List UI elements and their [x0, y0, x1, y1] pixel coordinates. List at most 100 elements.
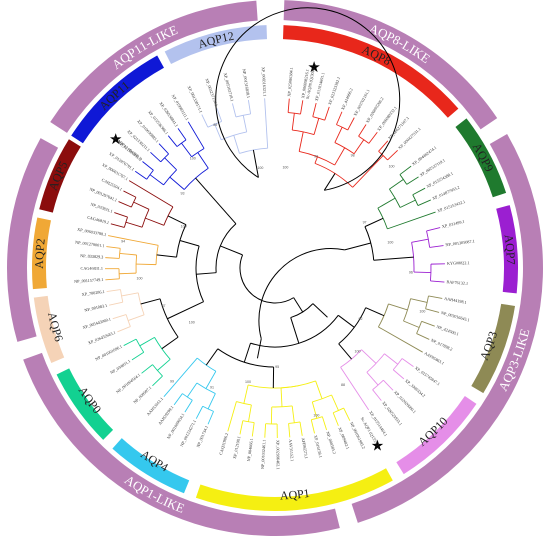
leaf-label: NP_001157749.1: [74, 277, 104, 284]
leaf-label: XP_015745847.1: [414, 365, 441, 386]
branch-aqp0: [152, 375, 163, 387]
branch-aqp3: [428, 295, 443, 299]
star-marker-icon: ★: [371, 437, 384, 455]
group-label-aqp7: AQP7: [502, 233, 518, 264]
branch-arc-aqp1: [242, 420, 255, 424]
branch-aqp12: [201, 114, 209, 128]
tree-branches: [104, 7, 445, 438]
leaf-label: NP_001234271.1: [179, 419, 197, 447]
branch-aqp5: [123, 190, 137, 198]
branch-arc-aqp4: [196, 382, 216, 394]
leaf-label: AFF86573.1: [301, 437, 309, 459]
branch-arc-aqp10: [392, 358, 403, 371]
bootstrap-value: 91: [210, 386, 214, 390]
backbone-branch: [140, 298, 161, 305]
branch-aqp8: [300, 100, 304, 115]
leaf-label: AAH53161.1: [145, 396, 164, 416]
branch-aqp5: [114, 212, 128, 218]
branch-aqp5: [118, 201, 132, 208]
group-label-aqp12: AQP12: [196, 29, 235, 52]
backbone-branch: [312, 303, 328, 318]
branch-aqp8: [358, 124, 367, 137]
group-arc-aqp9: [455, 118, 507, 198]
bootstrap-value: 100: [189, 320, 195, 324]
branch-aqp11: [142, 161, 154, 171]
leaf-label: XP_006033788.1: [77, 227, 107, 238]
leaf-label: NP_001305087.1: [445, 238, 475, 247]
bootstrap-value: 99: [170, 379, 174, 383]
bootstrap-value: 88: [341, 383, 345, 387]
branch-aqp4: [205, 371, 217, 389]
group-arc-aqp4: [112, 438, 190, 494]
leaf-label: NP_424500.1: [436, 324, 459, 337]
backbone-branch: [161, 336, 179, 350]
leaf-label: NP_001316838.1: [242, 69, 252, 99]
branch-aqp8: [287, 98, 290, 113]
outer-ring-section-aqp11-like: [50, 0, 258, 133]
backbone-arc: [239, 254, 294, 304]
backbone-branch: [156, 254, 177, 258]
branch-aqp9: [389, 179, 404, 190]
branch-aqp1: [331, 394, 339, 411]
bootstrap-value: 100: [245, 380, 251, 384]
leaf-label: XP_000427531.1: [397, 126, 422, 150]
branch-aqp2: [108, 235, 159, 246]
branch-aqp11: [197, 152, 209, 169]
leaf-label: XP_025086384.1: [286, 67, 293, 97]
branch-aqp7: [429, 245, 444, 248]
branch-aqp8: [334, 127, 343, 143]
bootstrap-value: 100: [181, 224, 187, 228]
branch-aqp1: [311, 401, 318, 419]
backbone-branch: [243, 342, 251, 363]
branch-aqp7: [411, 238, 429, 243]
leaf-label: XP_414666.2: [340, 87, 354, 110]
branch-aqp8: [336, 111, 343, 125]
backbone-branch: [252, 149, 259, 178]
backbone-branch: [337, 314, 355, 328]
branch-arc-aqp8: [312, 116, 325, 121]
leaf-label: NP_001004564.1: [115, 372, 141, 394]
group-arc-aqp2: [32, 217, 52, 290]
branch-aqp6: [106, 289, 121, 292]
branch-aqp1: [310, 419, 315, 434]
backbone-arc: [258, 248, 345, 339]
leaf-label: NP_001009654.1: [166, 412, 186, 440]
branch-aqp11: [187, 121, 205, 149]
backbone-branch: [364, 217, 384, 228]
branch-aqp8: [334, 147, 346, 166]
leaf-label: CAG46831.1: [81, 266, 103, 271]
leaf-label: BAF76132.1: [446, 279, 468, 286]
branch-aqp9: [417, 199, 431, 206]
star-markers: ★Sc-AQP8 (QI3040.1)★Sc-AQP11 (Q1368.1)★S…: [109, 58, 384, 455]
leaf-label: XP_006098216.1: [300, 69, 310, 99]
branch-aqp8: [347, 117, 355, 131]
leaf-label: NP_017898.2: [430, 338, 453, 352]
leaf-label: XP_008316321.1: [261, 67, 268, 97]
leaf-label: XP_009482.1: [337, 426, 350, 449]
branch-aqp4: [207, 393, 216, 410]
leaf-label: XP_015153432.1: [436, 199, 465, 213]
group-arc-aqp0: [56, 368, 114, 440]
branch-aqp5: [128, 180, 174, 208]
bootstrap-value: 99: [314, 154, 318, 158]
leaf-label: NP_004666.1: [246, 438, 254, 462]
leaf-label: XP_026523933.1: [381, 400, 403, 426]
bootstrap-value: 100: [389, 164, 395, 168]
branch-aqp9: [387, 211, 436, 230]
branch-aqp11: [149, 174, 164, 186]
leaf-label: CAH25504.1: [101, 177, 123, 192]
branch-aqp1: [299, 421, 303, 436]
branch-aqp2: [119, 252, 137, 256]
branch-arc-aqp8: [378, 150, 388, 161]
leaf-label: XP_002996462.1: [275, 440, 280, 470]
branch-aqp2: [106, 246, 121, 249]
branch-aqp8: [313, 118, 320, 135]
backbone-branch: [220, 245, 243, 256]
group-arc-aqp12: [164, 25, 268, 64]
leaf-label: XP_016158.1: [313, 435, 323, 459]
branch-arc-aqp9: [399, 174, 408, 185]
branch-aqp1: [332, 412, 339, 426]
bootstrap-value: 94: [121, 239, 125, 243]
leaf-label: NP_033831.1: [90, 201, 114, 213]
